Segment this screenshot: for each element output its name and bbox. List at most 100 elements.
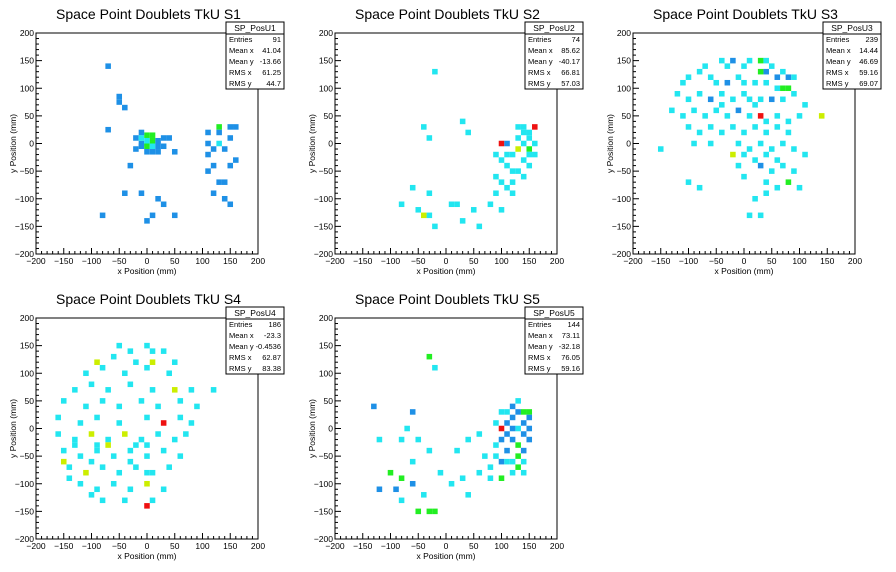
histogram-bin bbox=[205, 168, 211, 174]
y-tick-label: 200 bbox=[20, 28, 34, 38]
histogram-bin bbox=[802, 102, 808, 108]
histogram-bin bbox=[116, 469, 123, 476]
histogram-bin bbox=[216, 179, 222, 185]
histogram-bin bbox=[421, 492, 427, 498]
stats-value: 44.7 bbox=[266, 79, 281, 88]
x-tick-label: 0 bbox=[444, 256, 449, 266]
histogram-bin bbox=[493, 190, 499, 196]
histogram-bin bbox=[696, 184, 703, 191]
histogram-bins bbox=[55, 342, 217, 509]
histogram-bin bbox=[205, 129, 211, 136]
stats-label: Entries bbox=[229, 320, 253, 329]
histogram-bin bbox=[426, 135, 433, 141]
histogram-bin bbox=[707, 140, 714, 147]
x-tick-label: 150 bbox=[223, 256, 237, 266]
histogram-bin bbox=[432, 68, 438, 75]
histogram-bin bbox=[426, 353, 433, 360]
histogram-bin bbox=[509, 458, 516, 465]
histogram-bin bbox=[741, 151, 747, 158]
x-tick-label: 200 bbox=[550, 256, 564, 266]
x-tick-label: −100 bbox=[82, 256, 101, 266]
y-tick-label: −100 bbox=[15, 194, 34, 204]
histogram-bin bbox=[774, 74, 781, 80]
y-tick-label: −200 bbox=[314, 249, 333, 259]
x-tick-label: −200 bbox=[26, 256, 45, 266]
histogram-bin bbox=[155, 143, 161, 150]
histogram-bin bbox=[122, 497, 128, 504]
histogram-bin bbox=[432, 223, 438, 230]
stats-label: RMS y bbox=[528, 79, 551, 88]
stats-value: 14.44 bbox=[859, 46, 878, 55]
histogram-bin bbox=[515, 135, 521, 141]
histogram-bin bbox=[774, 85, 781, 92]
y-tick-label: −150 bbox=[314, 221, 333, 231]
stats-box-frame bbox=[225, 306, 285, 375]
histogram-bin bbox=[99, 212, 106, 219]
histogram-bin bbox=[409, 184, 416, 191]
histogram-bin bbox=[144, 342, 150, 349]
histogram-bin bbox=[515, 409, 521, 415]
histogram-bin bbox=[680, 113, 686, 119]
stats-value: 73.11 bbox=[562, 331, 580, 340]
histogram-bin bbox=[166, 464, 172, 470]
histogram-bin bbox=[60, 458, 67, 465]
histogram-bin bbox=[144, 442, 150, 448]
histogram-bin bbox=[227, 124, 234, 130]
histogram-bin bbox=[791, 168, 797, 174]
histogram-bin bbox=[105, 387, 111, 393]
histogram-bin bbox=[780, 68, 786, 75]
histogram-bin bbox=[780, 96, 786, 103]
histogram-bin bbox=[741, 79, 747, 86]
histogram-bin bbox=[144, 480, 150, 487]
x-tick-label: −200 bbox=[325, 541, 344, 551]
histogram-bin bbox=[509, 403, 516, 410]
histogram-bin bbox=[166, 370, 172, 377]
y-tick-label: 100 bbox=[20, 83, 34, 93]
x-tick-label: 200 bbox=[848, 256, 862, 266]
histogram-bin bbox=[476, 431, 483, 437]
histogram-bin bbox=[149, 212, 156, 219]
histogram-bin bbox=[498, 475, 505, 481]
histogram-bin bbox=[144, 503, 150, 509]
histogram-bin bbox=[515, 442, 521, 448]
y-tick-label: −200 bbox=[314, 534, 333, 544]
histogram-bin bbox=[210, 162, 217, 169]
histogram-bin bbox=[398, 436, 405, 443]
histogram-bin bbox=[515, 146, 521, 152]
histogram-bin bbox=[730, 124, 736, 130]
x-tick-label: 150 bbox=[522, 256, 536, 266]
histogram-bin bbox=[515, 425, 521, 432]
histogram-bin bbox=[509, 151, 516, 158]
histogram-bin bbox=[221, 195, 228, 202]
histogram-bin bbox=[415, 436, 422, 443]
x-tick-label: 200 bbox=[550, 541, 564, 551]
histogram-bin bbox=[796, 184, 803, 191]
histogram-bin bbox=[122, 431, 128, 437]
histogram-bin bbox=[509, 168, 516, 174]
y-tick-label: 50 bbox=[25, 396, 35, 406]
histogram-bin bbox=[520, 409, 527, 415]
y-axis-label: y Position (mm) bbox=[307, 114, 317, 173]
histogram-bin bbox=[509, 469, 516, 476]
histogram-bin bbox=[498, 140, 505, 147]
x-tick-label: 100 bbox=[494, 541, 508, 551]
x-tick-label: 50 bbox=[170, 256, 180, 266]
histogram-bin bbox=[515, 168, 521, 174]
histogram-bin bbox=[724, 79, 731, 86]
histogram-bin bbox=[785, 74, 792, 80]
x-tick-label: 150 bbox=[223, 541, 237, 551]
histogram-bin bbox=[83, 403, 89, 410]
histogram-bin bbox=[376, 486, 383, 493]
histogram-bin bbox=[144, 453, 150, 459]
stats-title: SP_PosU1 bbox=[234, 23, 276, 33]
histogram-bin bbox=[520, 124, 527, 130]
histogram-bin bbox=[133, 135, 139, 141]
histogram-bin bbox=[105, 63, 111, 69]
x-tick-label: −100 bbox=[679, 256, 698, 266]
histogram-bin bbox=[746, 96, 753, 103]
histogram-bin bbox=[160, 420, 167, 426]
histogram-bin bbox=[105, 442, 111, 448]
y-tick-label: 100 bbox=[319, 83, 333, 93]
stats-value: -13.66 bbox=[260, 57, 281, 66]
plot-frame bbox=[334, 317, 558, 540]
